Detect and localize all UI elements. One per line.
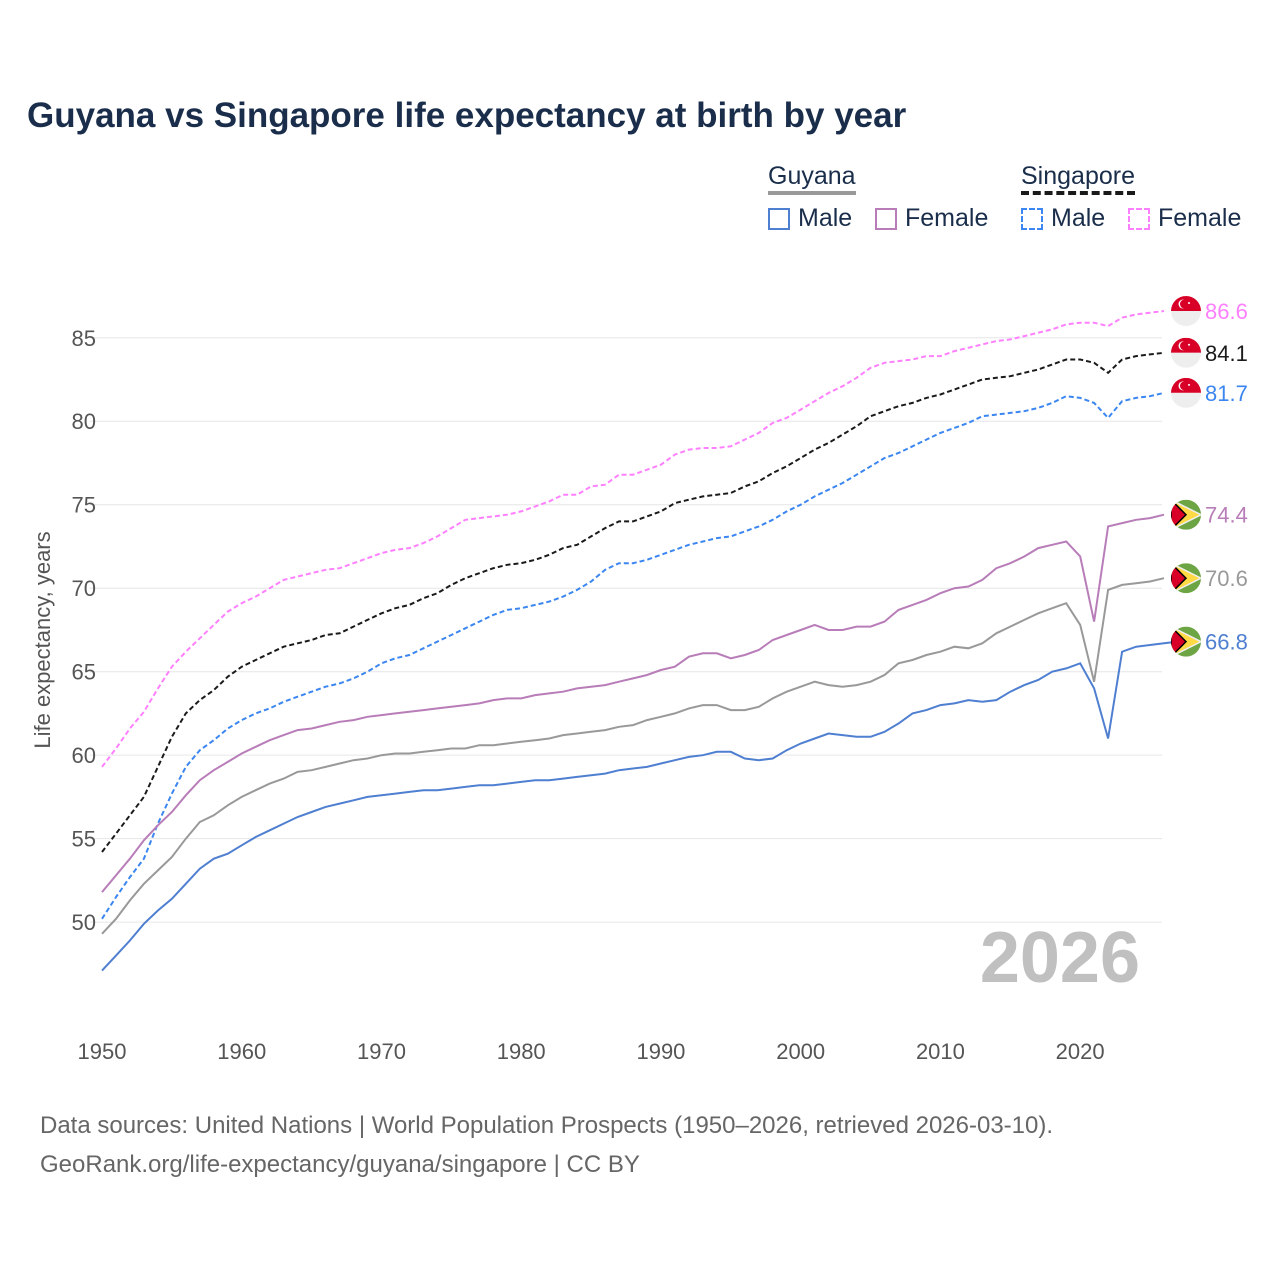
legend-group-guyana: Guyana: [768, 162, 856, 195]
x-tick-label: 2000: [776, 1039, 825, 1064]
legend-swatch: [1128, 207, 1150, 230]
y-tick-label: 75: [72, 493, 96, 518]
footer-sources: Data sources: United Nations | World Pop…: [40, 1112, 1054, 1139]
singapore-flag-icon: [1171, 337, 1201, 368]
x-tick-label: 1980: [497, 1039, 546, 1064]
x-tick-label: 1950: [78, 1039, 127, 1064]
y-tick-label: 65: [72, 660, 96, 685]
x-tick-label: 2010: [916, 1039, 965, 1064]
footer: Data sources: United Nations | World Pop…: [40, 1106, 1053, 1184]
series-line-singapore-female: [101, 310, 1165, 768]
y-tick-label: 80: [72, 409, 96, 434]
legend-label: Female: [1158, 204, 1242, 232]
legend-swatch: [875, 207, 897, 230]
legend-group-singapore: Singapore: [1021, 162, 1135, 195]
x-tick-label: 1990: [636, 1039, 685, 1064]
x-tick-label: 1970: [357, 1039, 406, 1064]
y-tick-label: 50: [72, 910, 96, 935]
series-line-guyana-male: [101, 640, 1179, 972]
legend-label: Male: [798, 204, 853, 232]
end-value-label: 74.4: [1205, 503, 1248, 528]
x-tick-label: 1960: [217, 1039, 266, 1064]
legend-item-singapore-female[interactable]: Female: [1128, 204, 1241, 233]
end-value-label: 86.6: [1205, 299, 1248, 324]
y-tick-label: 55: [72, 827, 96, 852]
singapore-flag-icon: [1171, 377, 1201, 408]
legend-item-guyana-female[interactable]: Female: [875, 204, 988, 233]
guyana-flag-icon: [1171, 626, 1201, 657]
legend-item-singapore-male[interactable]: Male: [1021, 204, 1105, 233]
x-tick-label: 2020: [1056, 1039, 1105, 1064]
end-value-label: 70.6: [1205, 566, 1248, 591]
legend-item-guyana-male[interactable]: Male: [768, 204, 852, 233]
y-tick-label: 70: [72, 576, 96, 601]
legend-label: Female: [905, 204, 989, 232]
legend-swatch: [768, 207, 790, 230]
series-line-singapore-male: [101, 391, 1165, 920]
guyana-flag-icon: [1171, 499, 1201, 530]
series-line-guyana: [101, 577, 1165, 935]
singapore-flag-icon: [1171, 296, 1201, 327]
chart-title: Guyana vs Singapore life expectancy at b…: [27, 96, 907, 135]
series-line-guyana-female: [101, 513, 1165, 893]
end-value-label: 81.7: [1205, 381, 1248, 406]
end-value-label: 84.1: [1205, 341, 1248, 366]
legend-swatch: [1021, 207, 1043, 230]
y-tick-label: 60: [72, 743, 96, 768]
y-axis-label: Life expectancy, years: [30, 531, 55, 748]
end-value-label: 66.8: [1205, 630, 1248, 655]
year-watermark: 2026: [980, 918, 1140, 998]
guyana-flag-icon: [1171, 563, 1201, 594]
series-line-singapore: [101, 351, 1165, 853]
legend-label: Male: [1051, 204, 1106, 232]
y-tick-label: 85: [72, 326, 96, 351]
footer-link[interactable]: GeoRank.org/life-expectancy/guyana/singa…: [40, 1151, 640, 1178]
